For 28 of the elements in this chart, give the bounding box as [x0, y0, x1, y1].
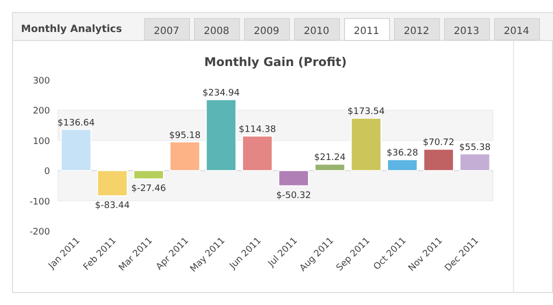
data-label: $-27.46: [131, 184, 166, 194]
y-tick-label: 200: [32, 106, 50, 117]
data-label: $-50.32: [276, 190, 311, 201]
text: 2008: [204, 26, 230, 37]
chart-title: Monthly Gain (Profit): [204, 55, 347, 69]
text: 2011: [354, 26, 380, 37]
data-label: $95.18: [169, 130, 201, 141]
data-label: $36.28: [386, 148, 418, 159]
data-label: $136.64: [58, 118, 96, 128]
data-label: $173.54: [348, 107, 386, 118]
text: 2009: [254, 26, 280, 37]
data-label: $21.24: [314, 153, 346, 164]
y-tick-label: -200: [30, 228, 50, 238]
data-label: $-83.44: [95, 200, 130, 211]
y-tick-label: 0: [44, 167, 50, 178]
text: 2012: [404, 26, 430, 37]
text: Monthly Analytics: [21, 24, 122, 35]
y-tick-label: 300: [32, 76, 50, 86]
y-tick-label: 100: [32, 136, 50, 147]
text: 2007: [154, 26, 180, 37]
data-label: $114.38: [238, 125, 276, 136]
data-label: $55.38: [459, 142, 491, 153]
text: 2010: [304, 26, 330, 37]
data-label: $234.94: [202, 88, 240, 99]
data-label: $70.72: [422, 138, 454, 148]
text: 2013: [454, 26, 480, 37]
y-tick-label: -100: [30, 197, 50, 208]
text: 2014: [504, 26, 530, 37]
